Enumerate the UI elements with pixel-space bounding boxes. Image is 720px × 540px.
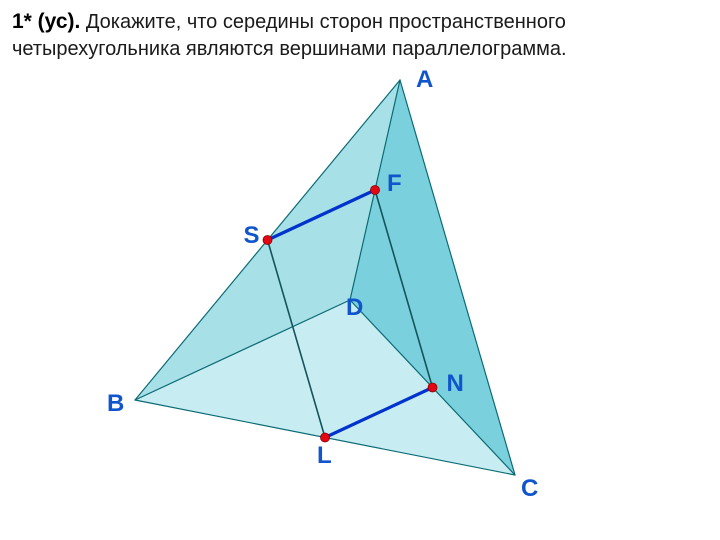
label-F: F (387, 170, 402, 198)
label-C: С (521, 475, 538, 503)
midpoint-S (263, 236, 272, 245)
label-N: N (447, 370, 464, 398)
midpoint-N (428, 383, 437, 392)
geometry-figure (0, 0, 720, 540)
label-S: S (244, 222, 260, 250)
label-B: В (107, 390, 124, 418)
label-L: L (317, 442, 332, 470)
label-D: D (346, 294, 363, 322)
label-A: А (416, 66, 433, 94)
midpoint-F (371, 186, 380, 195)
